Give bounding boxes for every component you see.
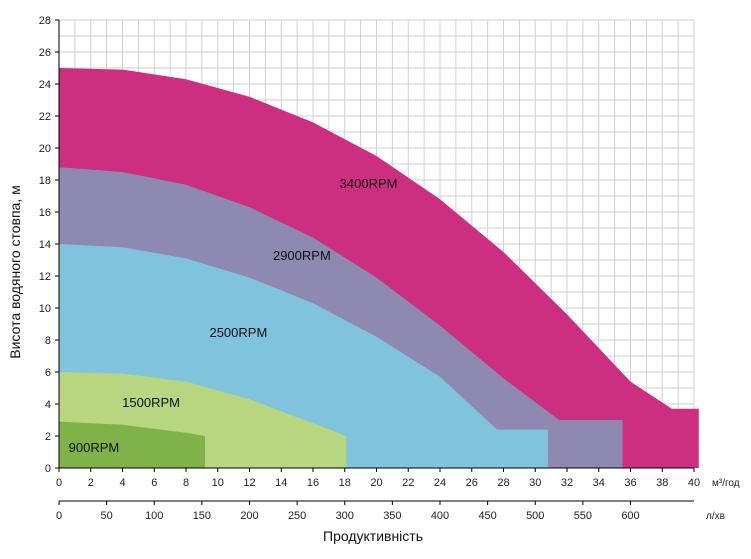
y-tick-label: 20 [39,143,51,155]
y-axis-title: Висота водяного стовпа, м [7,185,23,358]
x-tick-label: 8 [183,477,189,489]
y-tick-label: 18 [39,175,51,187]
y-tick-label: 14 [39,239,51,251]
x2-axis-unit: л/хв [706,511,725,522]
y-tick-label: 10 [39,303,51,315]
x-tick-label: 12 [243,477,255,489]
y-tick-label: 2 [45,431,51,443]
x-tick-label: 16 [307,477,319,489]
x-tick-label: 2 [88,477,94,489]
x2-tick-label: 200 [240,510,258,522]
x2-tick-label: 0 [56,510,62,522]
x2-tick-labels: 0 50 100 150 200 250 300 350 400 450 500 550 600 [56,501,640,522]
series-label-900rpm: 900RPM [69,440,120,455]
x2-tick-label: 50 [101,510,113,522]
x-tick-label: 38 [656,477,668,489]
series-label-2900rpm: 2900RPM [273,248,331,263]
y-tick-label: 6 [45,367,51,379]
x2-tick-label: 500 [526,510,544,522]
x-tick-label: 14 [275,477,287,489]
x-tick-label: 4 [119,477,125,489]
x-tick-label: 0 [56,477,62,489]
x2-tick-label: 250 [288,510,306,522]
x2-tick-label: 100 [145,510,163,522]
x-tick-label: 26 [466,477,478,489]
x-tick-label: 30 [529,477,541,489]
y-tick-label: 22 [39,111,51,123]
x-tick-label: 40 [688,477,700,489]
x-tick-label: 36 [624,477,636,489]
x-tick-label: 32 [561,477,573,489]
x2-tick-label: 350 [383,510,401,522]
x-tick-label: 28 [497,477,509,489]
x2-tick-label: 300 [336,510,354,522]
x2-tick-label: 150 [193,510,211,522]
y-tick-label: 24 [39,79,51,91]
y-tick-label: 8 [45,335,51,347]
x-tick-label: 18 [339,477,351,489]
x-tick-label: 24 [434,477,446,489]
x-tick-label: 34 [593,477,605,489]
x-axis-title: Продуктивність [323,528,423,544]
y-tick-label: 0 [45,463,51,475]
x2-tick-label: 550 [574,510,592,522]
y-tick-label: 26 [39,47,51,59]
x-axis-unit: м³/год [712,478,740,489]
x-tick-label: 20 [370,477,382,489]
y-tick-label: 4 [45,399,51,411]
y-tick-label: 16 [39,207,51,219]
y-tick-label: 12 [39,271,51,283]
series-label-1500rpm: 1500RPM [122,395,180,410]
x-tick-label: 22 [402,477,414,489]
x-tick-label: 6 [151,477,157,489]
series-label-3400rpm: 3400RPM [340,176,398,191]
x-tick-labels: 0 2 4 6 8 10 12 14 16 18 20 22 24 26 28 30 32 34 36 38 40 [56,468,700,489]
y-tick-label: 28 [39,15,51,27]
x-tick-label: 10 [212,477,224,489]
series-labels: 3400RPM 2900RPM 2500RPM 1500RPM 900RPM [69,176,398,455]
x2-tick-label: 450 [478,510,496,522]
series-label-2500rpm: 2500RPM [209,325,267,340]
x2-tick-label: 400 [431,510,449,522]
x2-tick-label: 600 [621,510,639,522]
series-areas [59,68,699,468]
series-area-900rpm [59,421,206,468]
